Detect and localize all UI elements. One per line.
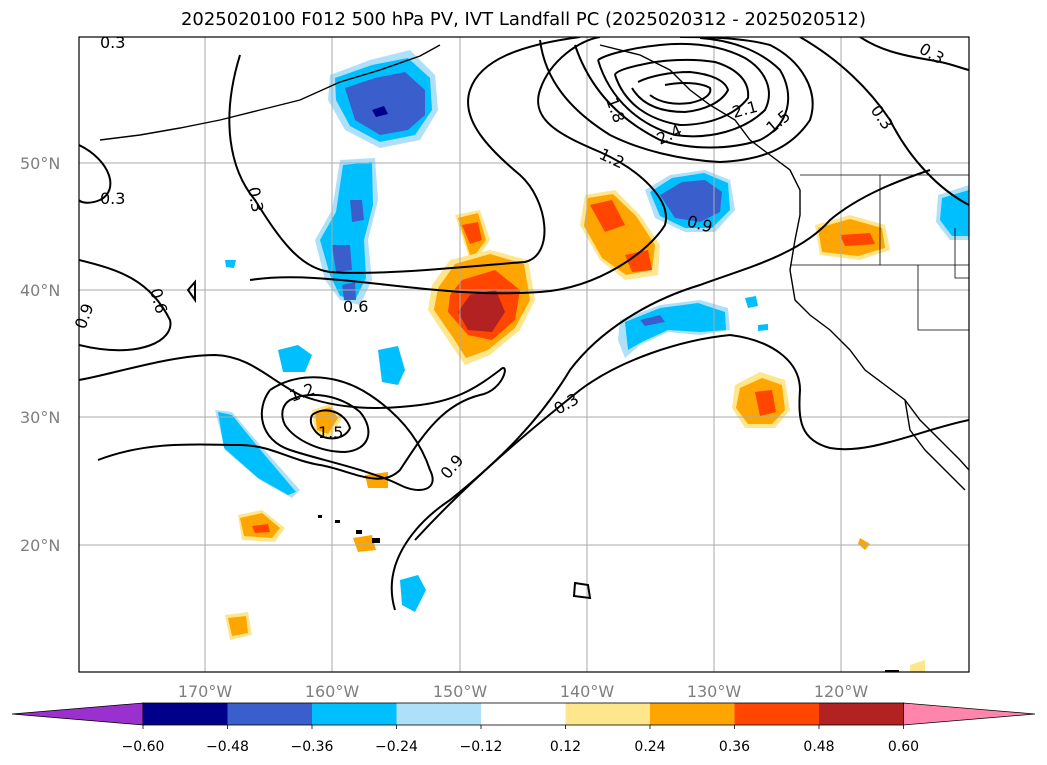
- contour-label: 0.3: [244, 185, 267, 213]
- colorbar-segment: [396, 703, 482, 725]
- colorbar-tick-label: 0.60: [888, 739, 919, 755]
- lon-tick: 170°W: [178, 682, 233, 701]
- pv-contours: [79, 37, 969, 611]
- colorbar-tick-label: −0.12: [460, 739, 503, 755]
- colorbar-segment: [819, 703, 904, 725]
- lat-tick: 50°N: [20, 154, 60, 173]
- colorbar-tick-label: 0.36: [719, 739, 750, 755]
- colorbar-tick-label: −0.36: [291, 739, 334, 755]
- colorbar-segment: [312, 703, 397, 725]
- colorbar-segment: [565, 703, 651, 725]
- colorbar-tick-label: 0.24: [634, 739, 665, 755]
- contour-label: 0.3: [100, 189, 125, 208]
- colorbar-tick-label: −0.48: [206, 739, 249, 755]
- colorbar-border: [142, 702, 904, 726]
- contour-label: 0.3: [100, 33, 125, 52]
- lat-axis: 50°N 40°N 30°N 20°N: [20, 154, 60, 555]
- colorbar-tick-label: 0.48: [803, 739, 834, 755]
- lon-axis: 170°W 160°W 150°W 140°W 130°W 120°W: [178, 682, 869, 701]
- gridlines: [79, 37, 969, 672]
- colorbar-extend-left: [11, 702, 144, 726]
- lat-tick: 40°N: [20, 281, 60, 300]
- colorbar-segment: [650, 703, 735, 725]
- islands: [318, 515, 899, 672]
- lon-tick: 120°W: [814, 682, 869, 701]
- colorbar-segment: [143, 703, 228, 725]
- lon-tick: 160°W: [305, 682, 360, 701]
- contour-label: 1.5: [318, 423, 343, 442]
- coastlines: [99, 44, 969, 491]
- colorbar-tick-label: −0.24: [375, 739, 418, 755]
- map-frame: [78, 36, 970, 673]
- colorbar: −0.60 −0.48 −0.36 −0.24 −0.12 0.12 0.24 0.36 0.4…: [11, 702, 1036, 755]
- colorbar-segment: [734, 703, 820, 725]
- lon-tick: 150°W: [433, 682, 488, 701]
- map-area: [79, 37, 969, 672]
- chart-title: 2025020100 F012 500 hPa PV, IVT Landfall…: [180, 9, 867, 30]
- colorbar-segment: [227, 703, 313, 725]
- colorbar-extend-right: [903, 702, 1036, 726]
- contour-label: 0.6: [343, 297, 368, 316]
- lat-tick: 20°N: [20, 536, 60, 555]
- colorbar-tick-label: 0.12: [550, 739, 581, 755]
- lat-tick: 30°N: [20, 408, 60, 427]
- shaded-fields: [215, 50, 969, 672]
- colorbar-tick-label: −0.60: [122, 739, 165, 755]
- lon-tick: 130°W: [687, 682, 742, 701]
- lon-tick: 140°W: [560, 682, 615, 701]
- colorbar-segment: [481, 703, 566, 725]
